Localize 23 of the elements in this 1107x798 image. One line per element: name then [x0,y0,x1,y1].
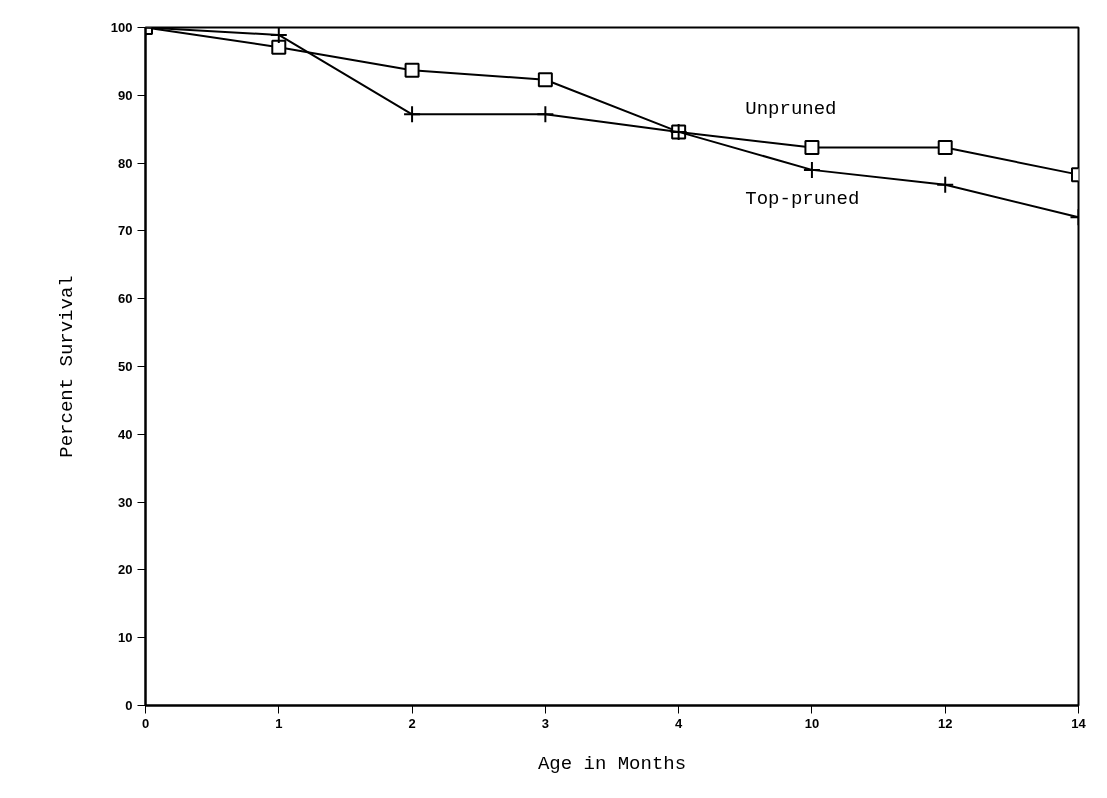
y-tick-label: 10 [118,630,133,646]
y-tick-label: 20 [118,562,133,578]
y-tick-label: 60 [118,291,133,307]
y-tick-label: 100 [110,20,133,35]
series-label: Top-pruned [745,187,860,210]
y-tick-label: 50 [118,359,133,374]
x-tick-label: 0 [141,715,150,731]
y-tick-label: 80 [118,155,133,171]
x-tick-label: 1 [275,715,283,731]
y-axis-title: Percent Survival [55,275,78,458]
x-tick-label: 14 [1071,715,1087,731]
y-tick-label: 90 [118,87,133,103]
y-tick-label: 30 [118,494,133,510]
y-tick-label: 40 [118,426,133,442]
x-tick-label: 12 [937,715,953,731]
x-tick-label: 2 [408,715,416,731]
y-tick-label: 0 [125,698,133,713]
x-tick-label: 4 [675,715,684,731]
y-tick-label: 70 [118,223,133,239]
x-axis-title: Age in Months [537,752,687,775]
series-label: Unpruned [745,97,837,120]
x-tick-label: 10 [804,715,820,731]
x-tick-label: 3 [541,715,549,731]
